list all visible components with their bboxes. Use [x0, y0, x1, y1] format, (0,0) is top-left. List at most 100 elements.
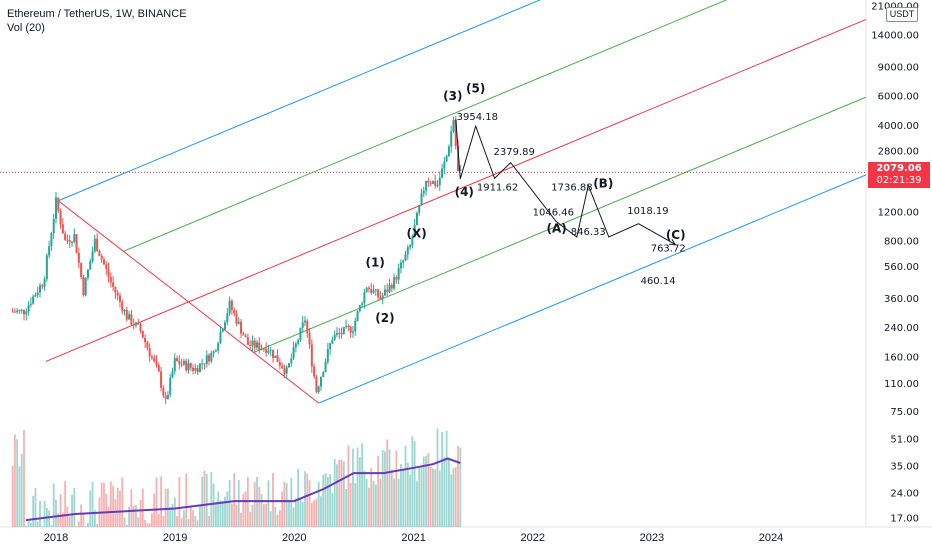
volume-bar — [11, 465, 14, 527]
volume-bar — [374, 484, 377, 527]
candle-body — [335, 332, 338, 335]
candle-body — [219, 331, 222, 344]
y-tick-label: 160.00 — [884, 352, 919, 363]
volume-bar — [221, 501, 224, 527]
pitchfork-lower-line — [318, 174, 867, 404]
candle-body — [139, 324, 142, 331]
candle-body — [249, 344, 252, 346]
volume-bar — [137, 517, 140, 527]
volume-bar — [32, 495, 35, 527]
candle-body — [148, 348, 151, 357]
candle-body — [192, 367, 195, 371]
wave-projection-path — [455, 119, 676, 245]
candle-body — [16, 310, 19, 313]
candle-body — [45, 255, 48, 280]
x-tick-label: 2020 — [282, 532, 306, 544]
candle-body — [269, 349, 272, 351]
candle-body — [326, 349, 329, 362]
volume-bar — [208, 516, 210, 527]
volume-bar — [283, 481, 286, 527]
volume-bar — [71, 494, 73, 527]
candle-body — [112, 282, 115, 287]
candle-body — [91, 251, 94, 262]
candle-body — [260, 348, 263, 350]
candle-body — [57, 197, 60, 212]
candle-body — [93, 238, 96, 252]
candle-body — [100, 255, 103, 260]
volume-bar — [192, 510, 194, 527]
volume-bar — [80, 504, 83, 527]
volume-bar — [210, 471, 213, 527]
volume-bar — [434, 469, 437, 527]
volume-bar — [292, 507, 295, 527]
volume-bar — [64, 481, 67, 527]
candle-body — [356, 311, 359, 321]
candle-body — [253, 340, 256, 348]
volume-bar — [107, 506, 110, 527]
volume-bar — [187, 519, 190, 527]
volume-bar — [313, 500, 316, 527]
volume-bar — [148, 523, 151, 527]
volume-bar — [381, 450, 384, 527]
y-tick-label: 110.00 — [884, 379, 919, 390]
candle-body — [303, 320, 306, 323]
candle-body — [299, 327, 302, 340]
candle-body — [11, 311, 14, 313]
volume-bar — [400, 464, 402, 527]
candle-body — [294, 343, 297, 348]
volume-bar — [265, 503, 268, 527]
volume-bar — [345, 489, 348, 527]
volume-bar — [130, 489, 133, 527]
volume-bar — [429, 466, 432, 527]
symbol-title[interactable]: Ethereum / TetherUS, 1W, BINANCE — [7, 8, 187, 20]
volume-bar — [441, 431, 443, 527]
candle-body — [13, 311, 16, 313]
candle-body — [89, 261, 92, 270]
candle-body — [105, 264, 108, 269]
candle-body — [258, 342, 261, 350]
volume-bar — [361, 443, 364, 527]
volume-legend[interactable]: Vol (20) — [7, 22, 45, 34]
candle-body — [265, 348, 268, 353]
volume-bar — [82, 513, 85, 527]
candle-body — [214, 350, 217, 352]
volume-bar — [422, 456, 425, 527]
volume-bar — [103, 482, 105, 527]
candle-body — [272, 349, 275, 358]
candle-body — [189, 363, 192, 368]
volume-bar — [125, 524, 128, 527]
volume-bar — [331, 493, 334, 527]
projection-arrowhead — [669, 238, 676, 245]
volume-bar — [306, 473, 309, 527]
x-tick-label: 2023 — [640, 532, 664, 544]
volume-bar — [20, 453, 23, 527]
candle-body — [125, 310, 128, 320]
volume-bar — [141, 488, 144, 527]
currency-badge[interactable]: USDT — [886, 7, 918, 22]
volume-bar — [297, 468, 300, 527]
price-label: 1046.46 — [533, 208, 574, 219]
volume-bar — [425, 455, 427, 527]
volume-bar — [315, 498, 318, 527]
candle-body — [274, 355, 277, 358]
volume-bar — [16, 439, 19, 527]
volume-bar — [242, 493, 245, 527]
volume-bar — [459, 447, 462, 527]
volume-bar — [89, 490, 92, 527]
volume-bar — [267, 480, 270, 527]
candle-body — [146, 342, 149, 349]
volume-bar — [347, 445, 350, 527]
candle-body — [379, 297, 382, 300]
chart-header: Ethereum / TetherUS, 1W, BINANCE Vol (20… — [7, 7, 187, 35]
candle-body — [59, 211, 62, 225]
volume-bar — [167, 488, 169, 527]
volume-bar — [144, 519, 146, 527]
pitchfork-upper-inner-line — [123, 0, 728, 252]
candle-body — [324, 361, 327, 373]
volume-bar — [84, 526, 87, 527]
volume-bar — [372, 480, 375, 527]
candle-body — [114, 286, 117, 293]
volume-bar — [308, 480, 311, 527]
volume-bar — [68, 516, 71, 527]
